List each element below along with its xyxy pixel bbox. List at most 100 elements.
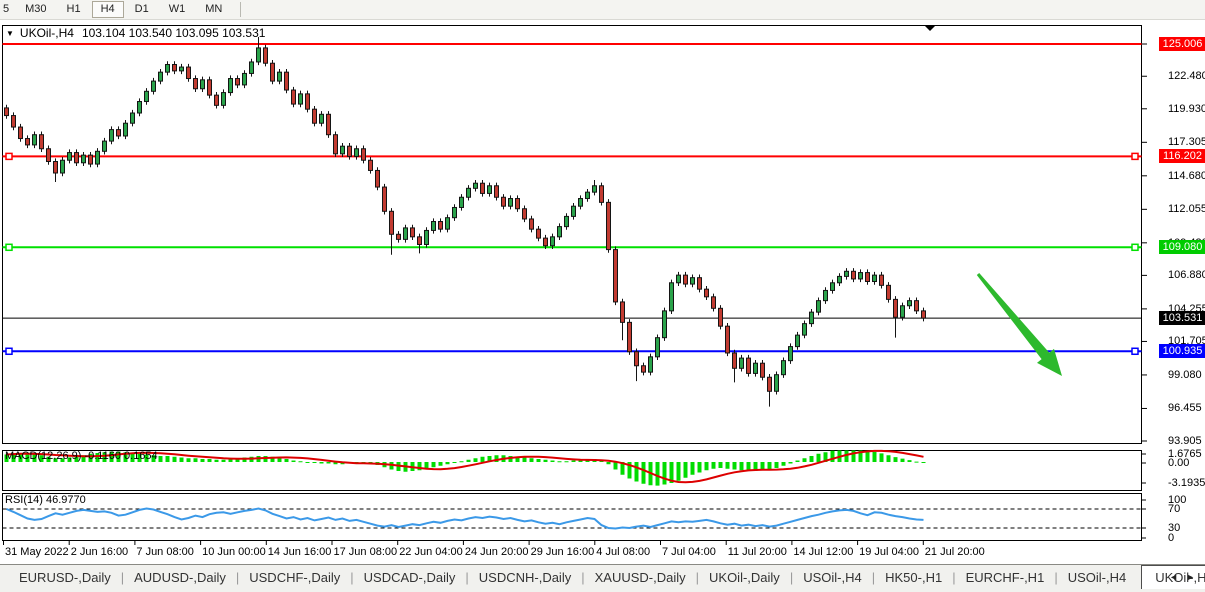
macd-signal-line [6,449,924,484]
macd-histogram-bar [753,462,758,471]
candle-body [606,201,611,251]
candle-body [326,113,331,136]
candle-body [844,270,849,277]
candle-body [60,159,65,174]
timeframe-button-w1[interactable]: W1 [160,1,195,18]
macd-histogram-bar [130,453,135,462]
symbol-tab-hk50-h1[interactable]: HK50-,H1 [885,569,943,585]
macd-histogram-bar [487,456,492,462]
tab-separator: | [120,569,125,585]
timeframe-button-5[interactable]: 5 [1,1,14,18]
candle-body [823,289,828,302]
macd-histogram-bar [858,450,863,462]
macd-histogram-bar [333,462,338,465]
macd-histogram-bar [417,462,422,471]
candle-body [95,150,100,165]
macd-histogram-bar [494,455,499,462]
candle-body [585,191,590,200]
timeframe-button-m30[interactable]: M30 [16,1,55,18]
timeframe-button-h1[interactable]: H1 [58,1,90,18]
candle-body [522,208,527,220]
line-anchor-marker [5,152,13,161]
symbol-tab-ukoil-h4[interactable]: UKOil-,H4 [1141,565,1205,589]
macd-histogram-bar [102,452,107,462]
candle-body [557,226,562,238]
chart-shift-marker-icon [925,26,935,31]
candle-body [774,374,779,392]
candle-body [445,217,450,230]
symbol-tab-eurusd-daily[interactable]: EURUSD-,Daily [19,569,111,585]
macd-histogram-bar [669,462,674,483]
symbol-tab-eurchf-h1[interactable]: EURCHF-,H1 [965,569,1045,585]
trend-arrow-annotation[interactable] [976,273,1062,376]
candle-body [914,300,919,312]
candle-body [277,71,282,82]
symbol-tab-ukoil-daily[interactable]: UKOil-,Daily [709,569,780,585]
macd-histogram-bar [606,462,611,465]
candle-body [886,284,891,300]
timeframe-button-h4[interactable]: H4 [91,1,124,18]
candle-body [872,274,877,283]
line-anchor-marker [5,347,13,356]
candle-body [368,159,373,171]
candle-body [11,115,16,128]
symbol-tab-usoil-h4[interactable]: USOil-,H4 [803,569,862,585]
macd-histogram-bar [67,457,72,462]
symbol-tab-usoil-h4[interactable]: USOil-,H4 [1067,569,1127,585]
macd-histogram-bar [438,462,443,466]
timeframe-toolbar: 5 M30 H1 H4 D1 W1 MN [0,0,1205,20]
candle-body [431,221,436,231]
macd-histogram-bar [193,458,198,462]
macd-histogram-bar [305,462,310,463]
candle-body [263,47,268,64]
candle-body [46,148,51,163]
symbol-tab-usdcnh-daily[interactable]: USDCNH-,Daily [478,569,572,585]
candle-body [907,300,912,307]
candle-body [802,323,807,336]
macd-histogram-bar [711,462,716,469]
candle-body [550,236,555,247]
macd-histogram-bar [893,457,898,462]
macd-histogram-bar [690,462,695,475]
macd-histogram-bar [767,462,772,470]
symbol-tab-usdcad-daily[interactable]: USDCAD-,Daily [363,569,456,585]
candle-body [697,277,702,290]
symbol-tab-xauusd-daily[interactable]: XAUUSD-,Daily [594,569,686,585]
candle-body [900,305,905,318]
candle-body [515,198,520,210]
macd-histogram-bar [123,452,128,462]
tab-scroll-left-icon[interactable]: ◄ [1169,572,1187,582]
macd-histogram-bar [459,461,464,463]
candle-body [25,138,30,146]
tab-scroll-right-icon[interactable]: ► [1186,572,1203,582]
candle-body [466,187,471,198]
symbol-tabbar: EURUSD-,Daily | AUDUSD-,Daily | USDCHF-,Dail… [0,564,1205,592]
macd-histogram-bar [872,451,877,462]
line-anchor-marker [1131,347,1139,356]
timeframe-button-d1[interactable]: D1 [126,1,158,18]
macd-histogram-bar [18,453,23,462]
macd-histogram-bar [676,462,681,481]
candle-body [816,300,821,313]
candle-body [487,185,492,194]
macd-histogram-bar [844,450,849,462]
candle-body [396,233,401,240]
macd-histogram-bar [116,451,121,462]
macd-histogram-bar [326,462,331,464]
candle-body [319,113,324,124]
candle-body [781,360,786,376]
macd-histogram-bar [172,456,177,462]
candle-body [410,227,415,238]
candle-body [620,301,625,323]
symbol-tab-audusd-daily[interactable]: AUDUSD-,Daily [134,569,226,585]
tab-separator: | [350,569,354,585]
timeframe-button-mn[interactable]: MN [196,1,231,18]
macd-histogram-bar [914,461,919,463]
macd-histogram-bar [865,450,870,462]
candle-body [543,237,548,247]
candle-body [18,126,23,140]
symbol-tab-usdchf-daily[interactable]: USDCHF-,Daily [249,569,341,585]
candle-body [417,236,422,245]
macd-histogram-bar [613,462,618,470]
